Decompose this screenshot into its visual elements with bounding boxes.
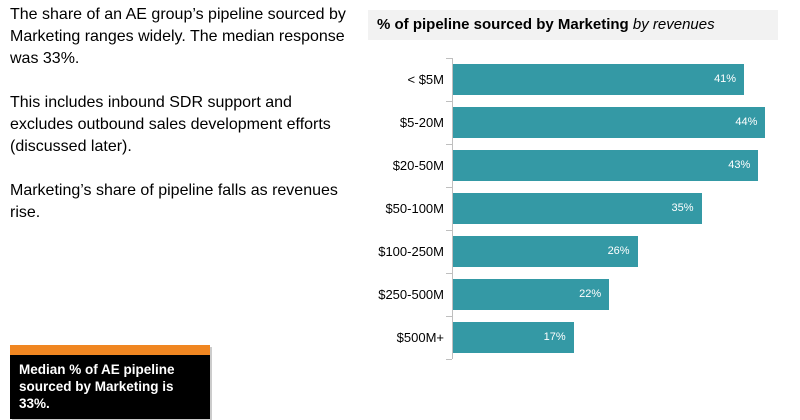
value-label: 41% (714, 73, 737, 85)
category-label: < $5M (407, 72, 445, 87)
bar-track: 35% (452, 187, 778, 230)
axis-tick (446, 273, 452, 274)
bar-track: 26% (452, 230, 778, 273)
value-label: 17% (543, 331, 566, 343)
category-label: $250-500M (378, 287, 444, 302)
bar: 43% (453, 150, 759, 181)
axis-tick (446, 187, 452, 188)
bar-row: $250-500M 22% (368, 273, 778, 316)
callout-text: Median % of AE pipeline sourced by Marke… (10, 355, 210, 419)
value-label: 44% (735, 116, 758, 128)
category-label: $100-250M (378, 244, 444, 259)
bar-row: $50-100M 35% (368, 187, 778, 230)
bar: 22% (453, 279, 610, 310)
bar-track: 44% (452, 101, 778, 144)
median-callout-box: Median % of AE pipeline sourced by Marke… (10, 345, 210, 419)
narrative-paragraph: This includes inbound SDR support and ex… (10, 94, 331, 155)
narrative-text-block: The share of an AE group’s pipeline sour… (10, 4, 355, 246)
narrative-paragraph: The share of an AE group’s pipeline sour… (10, 6, 346, 67)
value-label: 22% (579, 288, 602, 300)
bar: 35% (453, 193, 702, 224)
bar-track: 41% (452, 58, 778, 101)
bar-row: $100-250M 26% (368, 230, 778, 273)
axis-tick (446, 359, 452, 360)
axis-tick (446, 230, 452, 231)
value-label: 35% (671, 202, 694, 214)
bar-row: < $5M 41% (368, 58, 778, 101)
category-label: $50-100M (385, 201, 444, 216)
callout-line: Median % of AE pipeline (19, 362, 175, 377)
bar-row: $5-20M 44% (368, 101, 778, 144)
axis-tick (446, 58, 452, 59)
callout-accent-bar (10, 345, 210, 355)
bar-row: $20-50M 43% (368, 144, 778, 187)
narrative-paragraph: Marketing’s share of pipeline falls as r… (10, 182, 338, 221)
bar: 17% (453, 322, 574, 353)
category-label: $500M+ (396, 330, 444, 345)
axis-tick (446, 316, 452, 317)
bar-chart: < $5M 41% $5-20M 44% $20-50M 43% $50-100… (368, 58, 778, 360)
callout-line: sourced by Marketing is 33%. (19, 379, 174, 411)
chart-title-main: % of pipeline sourced by Marketing (377, 16, 629, 33)
bar: 44% (453, 107, 766, 138)
chart-title-suffix: by revenues (628, 16, 715, 33)
category-label: $5-20M (399, 115, 444, 130)
bar: 41% (453, 64, 745, 95)
value-label: 43% (728, 159, 751, 171)
bar-row: $500M+ 17% (368, 316, 778, 359)
bar-track: 22% (452, 273, 778, 316)
axis-tick (446, 101, 452, 102)
bar-track: 43% (452, 144, 778, 187)
axis-tick (446, 144, 452, 145)
chart-title-banner: % of pipeline sourced by Marketing by re… (368, 10, 778, 40)
bar-track: 17% (452, 316, 778, 359)
value-label: 26% (607, 245, 630, 257)
bar: 26% (453, 236, 638, 267)
category-label: $20-50M (392, 158, 444, 173)
